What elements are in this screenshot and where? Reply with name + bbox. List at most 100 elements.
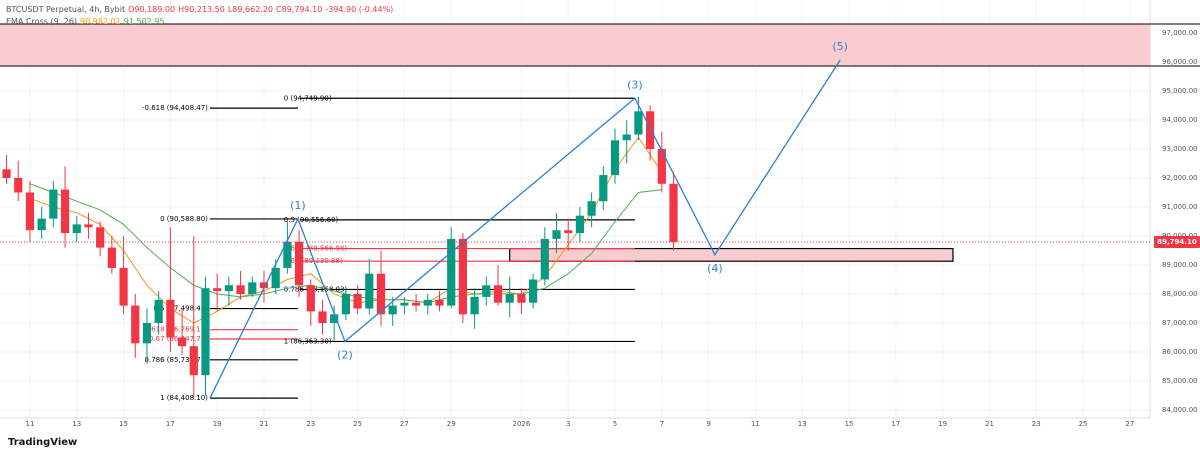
candle-body bbox=[119, 267, 128, 306]
candle-body bbox=[470, 296, 479, 315]
y-tick-label: 89,000.00 bbox=[1162, 261, 1198, 269]
ema-fast: 90,982.01 bbox=[80, 17, 121, 26]
y-tick-label: 92,000.00 bbox=[1162, 174, 1198, 182]
candle-body bbox=[25, 192, 35, 231]
candle-body bbox=[236, 285, 245, 294]
candle-body bbox=[2, 169, 11, 178]
x-tick-label: 5 bbox=[613, 420, 617, 428]
wave-label: (1) bbox=[290, 199, 306, 212]
x-tick-label: 21 bbox=[985, 420, 994, 428]
candle-body bbox=[49, 189, 58, 219]
candle-body bbox=[306, 285, 315, 312]
candle-body bbox=[341, 293, 350, 315]
fib-label: 0.67 (89,130.88) bbox=[284, 257, 343, 265]
candle-body bbox=[177, 337, 187, 347]
x-tick-label: 29 bbox=[447, 420, 456, 428]
wave-line bbox=[209, 59, 841, 399]
y-tick-label: 88,000.00 bbox=[1162, 290, 1198, 298]
fib-label: 1 (84,408.10) bbox=[160, 394, 208, 402]
x-tick-label: 3 bbox=[566, 420, 570, 428]
x-tick-label: 25 bbox=[353, 420, 362, 428]
candle-body bbox=[96, 227, 105, 248]
candle-body bbox=[493, 285, 503, 303]
fib-label: 0.5 (87,498.45) bbox=[153, 305, 208, 313]
candle-body bbox=[353, 293, 362, 309]
fib-label: 0.786 (85,730.77) bbox=[145, 356, 209, 364]
candle-body bbox=[657, 148, 666, 184]
candle-body bbox=[610, 140, 620, 176]
wave-label: (3) bbox=[627, 78, 643, 91]
candle-body bbox=[201, 288, 210, 376]
resistance-zone bbox=[0, 24, 1150, 67]
fib-label: 0.618 (86,769.13) bbox=[145, 326, 209, 334]
y-tick-label: 91,000.00 bbox=[1162, 203, 1198, 211]
fib-label: 0.5 (90,556.60) bbox=[284, 216, 339, 224]
y-tick-label: 94,000.00 bbox=[1162, 116, 1198, 124]
y-tick-label: 97,000.00 bbox=[1162, 29, 1198, 37]
x-tick-label: 19 bbox=[938, 420, 947, 428]
x-tick-label: 7 bbox=[660, 420, 664, 428]
open: O90,189.00 bbox=[128, 5, 176, 14]
candle-body bbox=[60, 189, 70, 234]
candle-body bbox=[213, 288, 222, 292]
x-tick-label: 13 bbox=[72, 420, 81, 428]
candle-body bbox=[154, 299, 163, 323]
fib-label: 1 (86,363.30) bbox=[284, 337, 332, 345]
high: H90,213.50 bbox=[178, 5, 225, 14]
x-tick-label: 27 bbox=[1125, 420, 1134, 428]
x-tick-label: 17 bbox=[891, 420, 900, 428]
candle-body bbox=[447, 238, 456, 306]
candle-body bbox=[482, 285, 491, 297]
candle-body bbox=[458, 238, 467, 315]
candle-body bbox=[517, 293, 526, 303]
y-tick-label: 84,000.00 bbox=[1162, 406, 1198, 414]
candle-body bbox=[37, 218, 46, 231]
candle-body bbox=[224, 285, 233, 292]
fib-label: 0.618 (89,566.98) bbox=[284, 245, 348, 253]
fib-label: 0.786 (88,158.03) bbox=[284, 285, 348, 293]
y-tick-label: 95,000.00 bbox=[1162, 87, 1198, 95]
candle-body bbox=[622, 134, 631, 141]
indicator-row: EMA Cross (9, 26) 90,982.01 91,502.95 bbox=[6, 16, 396, 28]
candle-body bbox=[646, 111, 655, 149]
change: -394.90 (-0.44%) bbox=[325, 5, 394, 14]
x-tick-label: 13 bbox=[798, 420, 807, 428]
candle-body bbox=[365, 273, 374, 309]
x-tick-label: 23 bbox=[306, 420, 315, 428]
candle-body bbox=[634, 111, 643, 135]
candle-body bbox=[271, 267, 280, 289]
ema-slow: 91,502.95 bbox=[123, 17, 165, 26]
candle-body bbox=[107, 247, 116, 268]
wave-label: (2) bbox=[337, 348, 353, 361]
fib-label: 0 (90,588.80) bbox=[160, 215, 208, 223]
candle-body bbox=[587, 201, 596, 216]
indicator: EMA Cross (9, 26) bbox=[6, 17, 78, 26]
wave-label: (5) bbox=[832, 40, 848, 53]
candle-body bbox=[529, 279, 538, 303]
candle-body bbox=[248, 282, 257, 294]
candle-body bbox=[575, 215, 585, 234]
x-tick-label: 23 bbox=[1032, 420, 1041, 428]
low: L89,662.20 bbox=[227, 5, 274, 14]
fib-label: 0 (94,749.90) bbox=[284, 94, 332, 102]
candle-body bbox=[189, 346, 198, 376]
y-tick-label: 85,000.00 bbox=[1162, 377, 1198, 385]
wave-label: (4) bbox=[707, 262, 723, 275]
y-tick-label: 93,000.00 bbox=[1162, 145, 1198, 153]
candle-body bbox=[400, 302, 409, 306]
x-tick-label: 11 bbox=[25, 420, 34, 428]
candle-body bbox=[669, 183, 678, 242]
candle-body bbox=[166, 299, 175, 338]
x-tick-label: 9 bbox=[706, 420, 710, 428]
candle-body bbox=[423, 299, 432, 306]
candle-body bbox=[505, 293, 514, 303]
candle-body bbox=[294, 241, 304, 286]
x-tick-label: 25 bbox=[1079, 420, 1088, 428]
price-tag bbox=[1154, 235, 1200, 248]
x-tick-label: 15 bbox=[845, 420, 854, 428]
x-tick-label: 2026 bbox=[512, 420, 530, 428]
y-tick-label: 86,000.00 bbox=[1162, 348, 1198, 356]
candle-body bbox=[540, 238, 549, 280]
y-tick-label: 87,000.00 bbox=[1162, 319, 1198, 327]
